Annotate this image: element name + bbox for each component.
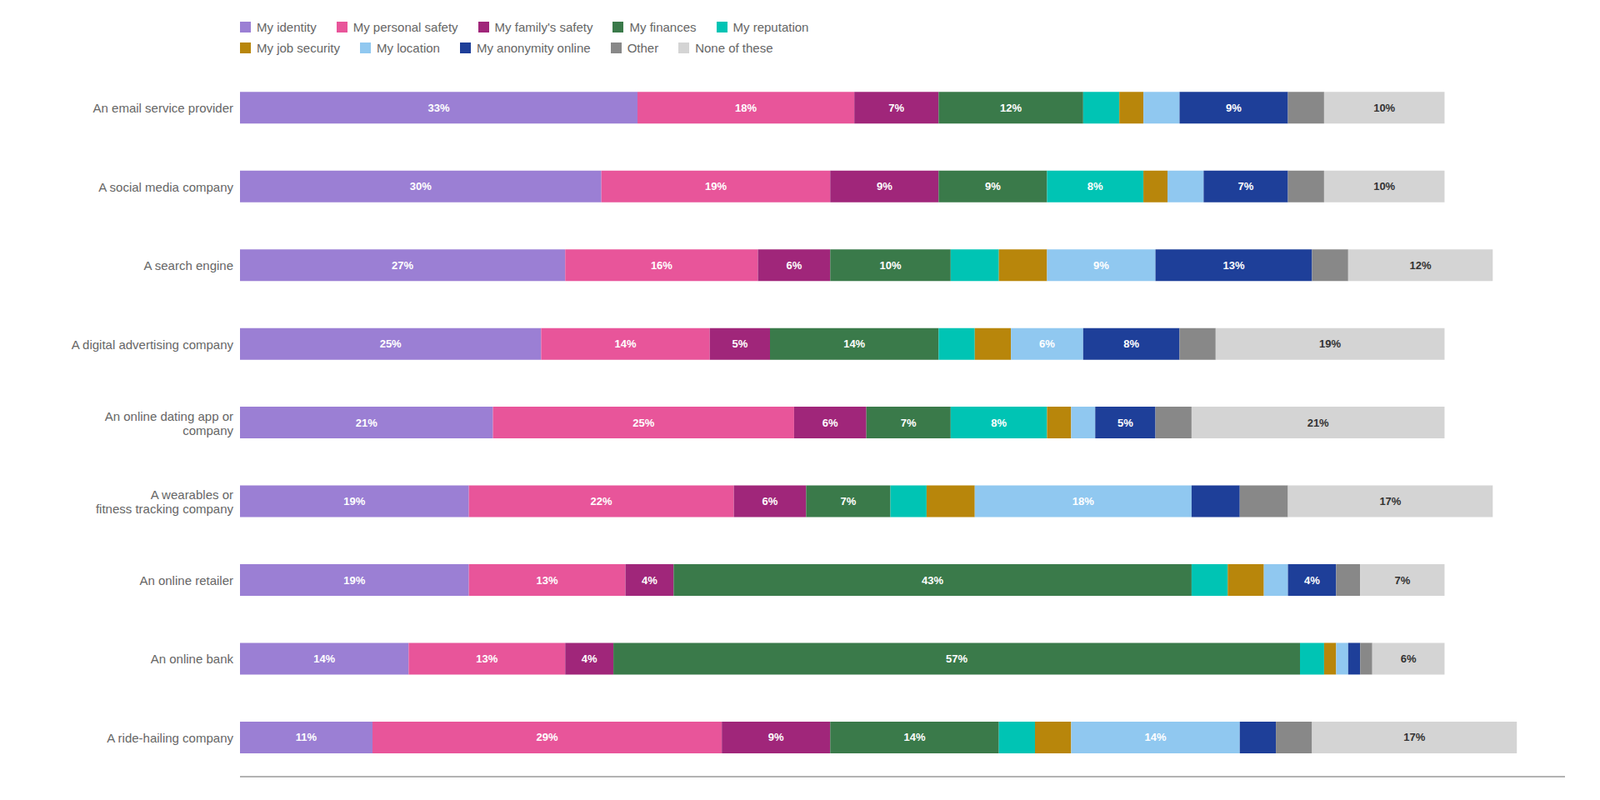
svg-text:19%: 19% [1319, 337, 1341, 350]
svg-text:14%: 14% [615, 337, 637, 350]
svg-text:19%: 19% [705, 180, 727, 193]
svg-text:27%: 27% [391, 259, 414, 272]
svg-text:An online bank: An online bank [150, 651, 235, 666]
svg-text:7%: 7% [900, 416, 917, 430]
svg-text:25%: 25% [632, 416, 655, 430]
html-text:My job security: My job security [256, 40, 340, 55]
html-text:None of these: None of these [695, 40, 773, 55]
svg-text:6%: 6% [762, 495, 779, 508]
html-text:My location: My location [376, 40, 440, 55]
svg-text:8%: 8% [1087, 180, 1104, 193]
svg-text:18%: 18% [735, 101, 757, 115]
svg-text:13%: 13% [1222, 259, 1245, 272]
svg-text:7%: 7% [888, 101, 905, 115]
svg-text:6%: 6% [786, 259, 803, 272]
svg-text:14%: 14% [1145, 730, 1167, 744]
svg-text:A ride-hailing company: A ride-hailing company [106, 730, 234, 745]
svg-text:10%: 10% [1373, 101, 1395, 115]
svg-text:An online retailer: An online retailer [139, 572, 234, 587]
svg-text:29%: 29% [536, 730, 559, 744]
svg-text:12%: 12% [1000, 101, 1022, 115]
svg-text:14%: 14% [903, 730, 925, 744]
svg-text:9%: 9% [985, 180, 1001, 193]
svg-text:7%: 7% [1238, 180, 1255, 193]
svg-text:A social media company: A social media company [98, 179, 234, 194]
svg-text:33%: 33% [427, 101, 450, 115]
svg-text:9%: 9% [1093, 259, 1110, 272]
html-text:My family's safety: My family's safety [494, 20, 593, 35]
svg-text:21%: 21% [1307, 416, 1330, 430]
svg-text:25%: 25% [380, 337, 402, 350]
svg-text:19%: 19% [343, 574, 365, 587]
svg-text:10%: 10% [1373, 180, 1395, 193]
svg-text:A search engine: A search engine [143, 258, 234, 273]
svg-text:10%: 10% [880, 259, 902, 272]
svg-text:An email service provider: An email service provider [93, 100, 234, 115]
svg-text:An online dating app orcompany: An online dating app orcompany [105, 408, 235, 437]
svg-text:9%: 9% [1225, 101, 1242, 115]
svg-text:18%: 18% [1072, 495, 1095, 508]
svg-text:21%: 21% [355, 416, 378, 430]
html-text:My anonymity online: My anonymity online [476, 40, 591, 55]
svg-text:8%: 8% [990, 416, 1007, 430]
html-text:Other: Other [627, 40, 659, 55]
svg-text:A digital advertising company: A digital advertising company [71, 336, 235, 351]
svg-text:43%: 43% [921, 574, 944, 587]
svg-text:8%: 8% [1123, 337, 1140, 350]
html-text:My identity: My identity [256, 20, 317, 35]
svg-text:13%: 13% [475, 652, 498, 665]
svg-text:6%: 6% [1039, 337, 1055, 350]
svg-text:19%: 19% [343, 495, 365, 508]
html-text:My finances: My finances [629, 20, 697, 35]
html-text:My personal safety: My personal safety [353, 20, 458, 35]
svg-text:9%: 9% [768, 730, 785, 744]
svg-text:57%: 57% [945, 652, 968, 665]
svg-text:16%: 16% [650, 259, 673, 272]
svg-text:22%: 22% [590, 495, 613, 508]
svg-text:14%: 14% [313, 652, 335, 665]
html-text:My reputation: My reputation [732, 20, 809, 35]
svg-text:5%: 5% [1117, 416, 1134, 430]
svg-text:7%: 7% [840, 495, 857, 508]
svg-text:11%: 11% [295, 730, 318, 744]
svg-text:7%: 7% [1394, 574, 1410, 587]
svg-text:4%: 4% [581, 652, 598, 665]
svg-text:13%: 13% [536, 574, 559, 587]
svg-text:5%: 5% [731, 337, 748, 350]
svg-text:6%: 6% [1400, 652, 1417, 665]
svg-text:6%: 6% [822, 416, 839, 430]
svg-text:9%: 9% [876, 180, 893, 193]
svg-text:30%: 30% [410, 180, 432, 193]
svg-text:A wearables orfitness tracking: A wearables orfitness tracking company [95, 486, 235, 515]
svg-text:12%: 12% [1410, 259, 1432, 272]
svg-text:17%: 17% [1379, 495, 1401, 508]
svg-text:4%: 4% [1304, 574, 1320, 587]
svg-text:14%: 14% [843, 337, 865, 350]
svg-text:17%: 17% [1403, 730, 1425, 744]
svg-text:4%: 4% [641, 574, 658, 587]
